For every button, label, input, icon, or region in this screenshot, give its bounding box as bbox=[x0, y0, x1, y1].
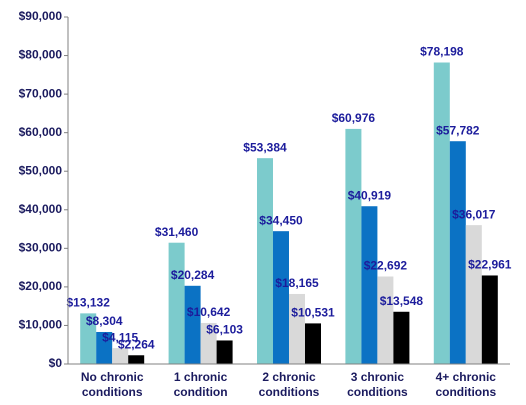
value-label: $4,115 bbox=[102, 330, 138, 344]
value-label: $40,919 bbox=[348, 188, 392, 202]
bar bbox=[273, 231, 289, 364]
bar bbox=[168, 242, 185, 364]
bar bbox=[289, 293, 305, 364]
value-label: $18,165 bbox=[275, 276, 319, 290]
bar bbox=[393, 311, 410, 364]
bar bbox=[200, 322, 217, 364]
bar bbox=[449, 141, 466, 364]
x-tick-label: conditions bbox=[435, 385, 496, 399]
bar bbox=[96, 331, 113, 364]
y-tick-label: $30,000 bbox=[19, 241, 63, 255]
y-tick-label: $70,000 bbox=[19, 86, 63, 100]
x-tick-label: 2 chronic bbox=[262, 370, 316, 384]
bar bbox=[128, 355, 145, 364]
bar bbox=[257, 158, 273, 364]
x-tick-label: 1 chronic bbox=[174, 370, 228, 384]
value-label: $20,284 bbox=[171, 268, 215, 282]
bar bbox=[377, 276, 394, 364]
value-label: $57,782 bbox=[436, 123, 480, 137]
y-tick-label: $40,000 bbox=[19, 202, 63, 216]
x-tick-label: conditions bbox=[82, 385, 143, 399]
value-label: $22,692 bbox=[364, 259, 408, 273]
bar bbox=[80, 313, 97, 364]
x-tick-label: condition bbox=[174, 385, 228, 399]
x-tick-label: conditions bbox=[347, 385, 408, 399]
value-label: $60,976 bbox=[332, 111, 376, 125]
value-label: $6,103 bbox=[206, 323, 243, 337]
y-tick-label: $60,000 bbox=[19, 125, 63, 139]
y-tick-label: $80,000 bbox=[19, 48, 63, 62]
y-tick-label: $90,000 bbox=[19, 9, 63, 23]
bar bbox=[345, 128, 362, 364]
value-label: $34,450 bbox=[259, 213, 303, 227]
x-tick-label: conditions bbox=[259, 385, 320, 399]
bar bbox=[216, 340, 233, 364]
x-tick-label: 4+ chronic bbox=[436, 370, 497, 384]
value-label: $31,460 bbox=[155, 225, 199, 239]
y-tick-label: $50,000 bbox=[19, 163, 63, 177]
value-label: $13,548 bbox=[380, 294, 424, 308]
value-label: $53,384 bbox=[243, 140, 287, 154]
value-label: $22,961 bbox=[468, 258, 512, 272]
value-label: $2,264 bbox=[118, 337, 155, 351]
value-label: $8,304 bbox=[86, 314, 123, 328]
bar bbox=[361, 206, 378, 364]
x-tick-label: 3 chronic bbox=[351, 370, 405, 384]
value-label: $10,531 bbox=[291, 306, 335, 320]
bar bbox=[305, 323, 321, 364]
bar bbox=[184, 285, 201, 364]
value-label: $10,642 bbox=[187, 305, 231, 319]
value-label: $36,017 bbox=[452, 207, 496, 221]
y-tick-label: $20,000 bbox=[19, 279, 63, 293]
y-tick-label: $0 bbox=[49, 356, 63, 370]
bar bbox=[481, 275, 498, 364]
bar bbox=[433, 62, 450, 364]
value-label: $78,198 bbox=[420, 45, 464, 59]
value-label: $13,132 bbox=[67, 296, 111, 310]
x-tick-label: No chronic bbox=[81, 370, 144, 384]
bar bbox=[465, 225, 482, 364]
y-tick-label: $10,000 bbox=[19, 318, 63, 332]
bar bbox=[112, 348, 129, 364]
